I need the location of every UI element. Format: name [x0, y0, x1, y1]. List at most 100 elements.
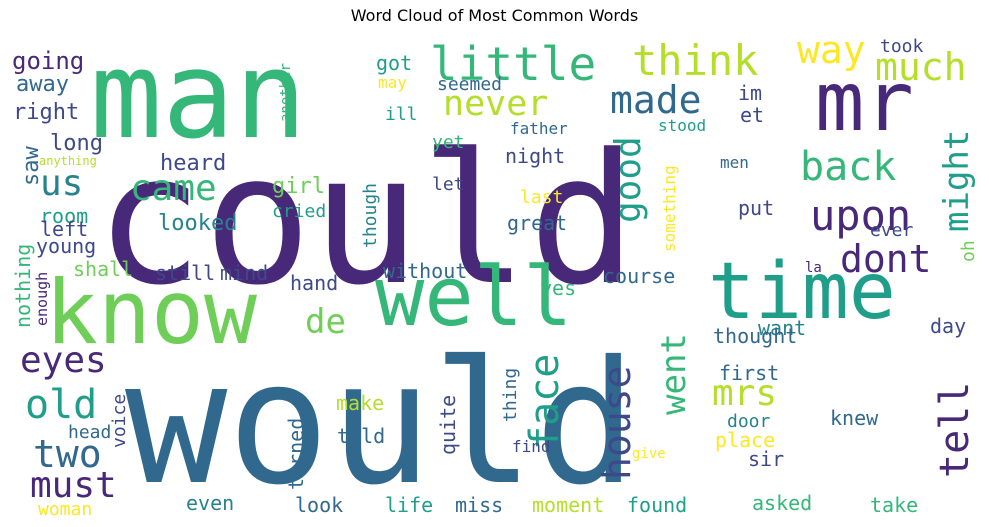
word-course: course — [603, 264, 675, 288]
word-though: though — [360, 183, 381, 248]
word-cried: cried — [272, 201, 326, 222]
word-think: think — [632, 36, 758, 85]
word-know: know — [45, 261, 257, 364]
word-father: father — [510, 119, 568, 138]
word-old: old — [25, 382, 97, 428]
word-last: last — [520, 187, 563, 208]
word-still: still — [155, 261, 215, 285]
word-time: time — [708, 247, 896, 337]
word-may: may — [378, 73, 407, 92]
word-two: two — [33, 432, 102, 476]
word-nothing: nothing — [11, 244, 35, 328]
word-went: went — [654, 333, 694, 415]
word-let: let — [432, 174, 465, 195]
word-away: away — [16, 72, 69, 97]
word-stood: stood — [658, 116, 706, 135]
word-mind: mind — [220, 261, 268, 285]
word-place: place — [715, 428, 775, 452]
word-ill: ill — [385, 104, 418, 125]
chart-title: Word Cloud of Most Common Words — [350, 6, 639, 25]
word-head: head — [68, 422, 111, 443]
word-door: door — [727, 411, 771, 432]
word-thing: thing — [500, 368, 521, 422]
word-girl: girl — [272, 174, 325, 199]
word-mr: mr — [815, 55, 914, 150]
word-could: could — [95, 116, 637, 325]
word-make: make — [336, 391, 384, 415]
word-give: give — [632, 446, 666, 462]
word-even: even — [186, 491, 234, 515]
word-life: life — [385, 493, 433, 517]
word-shall: shall — [73, 257, 133, 281]
word-upon: upon — [810, 191, 911, 240]
word-dont: dont — [840, 237, 932, 281]
word-must: must — [30, 465, 117, 506]
word-seemed: seemed — [437, 74, 502, 95]
word-would: would — [125, 325, 637, 523]
word-young: young — [36, 234, 96, 258]
word-im: im — [738, 81, 762, 105]
word-night: night — [505, 144, 565, 168]
word-oh: oh — [958, 240, 979, 262]
word-back: back — [800, 144, 896, 190]
word-anything: anything — [39, 154, 97, 168]
word-look: look — [295, 493, 343, 517]
word-little: little — [430, 37, 596, 91]
word-much: much — [875, 45, 967, 89]
word-right: right — [13, 100, 79, 125]
word-turned: turned — [284, 418, 308, 490]
word-et: et — [740, 103, 764, 127]
word-mrs: mrs — [712, 373, 777, 414]
word-great: great — [507, 211, 567, 235]
word-house: house — [595, 366, 639, 480]
word-man: man — [90, 27, 307, 166]
word-ever: ever — [870, 220, 914, 241]
word-tell: tell — [932, 382, 978, 478]
word-left: left — [40, 217, 88, 241]
word-yet: yet — [432, 132, 465, 153]
word-another: another — [278, 63, 294, 122]
word-eyes: eyes — [20, 340, 107, 381]
word-heard: heard — [160, 151, 226, 176]
word-found: found — [627, 493, 687, 517]
word-got: got — [376, 51, 412, 75]
word-well: well — [375, 250, 572, 345]
word-sir: sir — [748, 447, 784, 471]
word-voice: voice — [109, 394, 130, 448]
word-saw: saw — [19, 146, 44, 186]
word-find: find — [512, 437, 551, 456]
word-room: room — [40, 204, 88, 228]
word-face: face — [522, 354, 568, 450]
word-made: made — [610, 78, 702, 122]
word-enough: enough — [33, 272, 51, 326]
word-good: good — [608, 136, 649, 223]
word-la: la — [805, 260, 822, 276]
word-yes: yes — [540, 276, 576, 300]
word-woman: woman — [38, 499, 92, 520]
word-without: without — [383, 259, 467, 283]
word-long: long — [50, 131, 103, 156]
word-moment: moment — [532, 493, 604, 517]
word-quite: quite — [436, 395, 460, 455]
word-take: take — [870, 493, 918, 517]
word-thought: thought — [713, 324, 797, 348]
word-told: told — [337, 424, 385, 448]
word-took: took — [880, 36, 924, 57]
word-men: men — [720, 153, 749, 172]
word-looked: looked — [158, 211, 237, 236]
word-first: first — [719, 361, 779, 385]
word-de: de — [305, 302, 346, 342]
word-might: might — [937, 130, 977, 232]
word-going: going — [12, 47, 84, 75]
word-something: something — [660, 165, 679, 252]
word-want: want — [758, 316, 806, 340]
word-knew: knew — [830, 406, 879, 430]
word-put: put — [738, 196, 774, 220]
word-came: came — [130, 168, 217, 209]
word-asked: asked — [752, 491, 812, 515]
word-us: us — [40, 163, 83, 204]
word-never: never — [443, 84, 548, 124]
word-hand: hand — [290, 271, 338, 295]
word-way: way — [797, 28, 866, 72]
